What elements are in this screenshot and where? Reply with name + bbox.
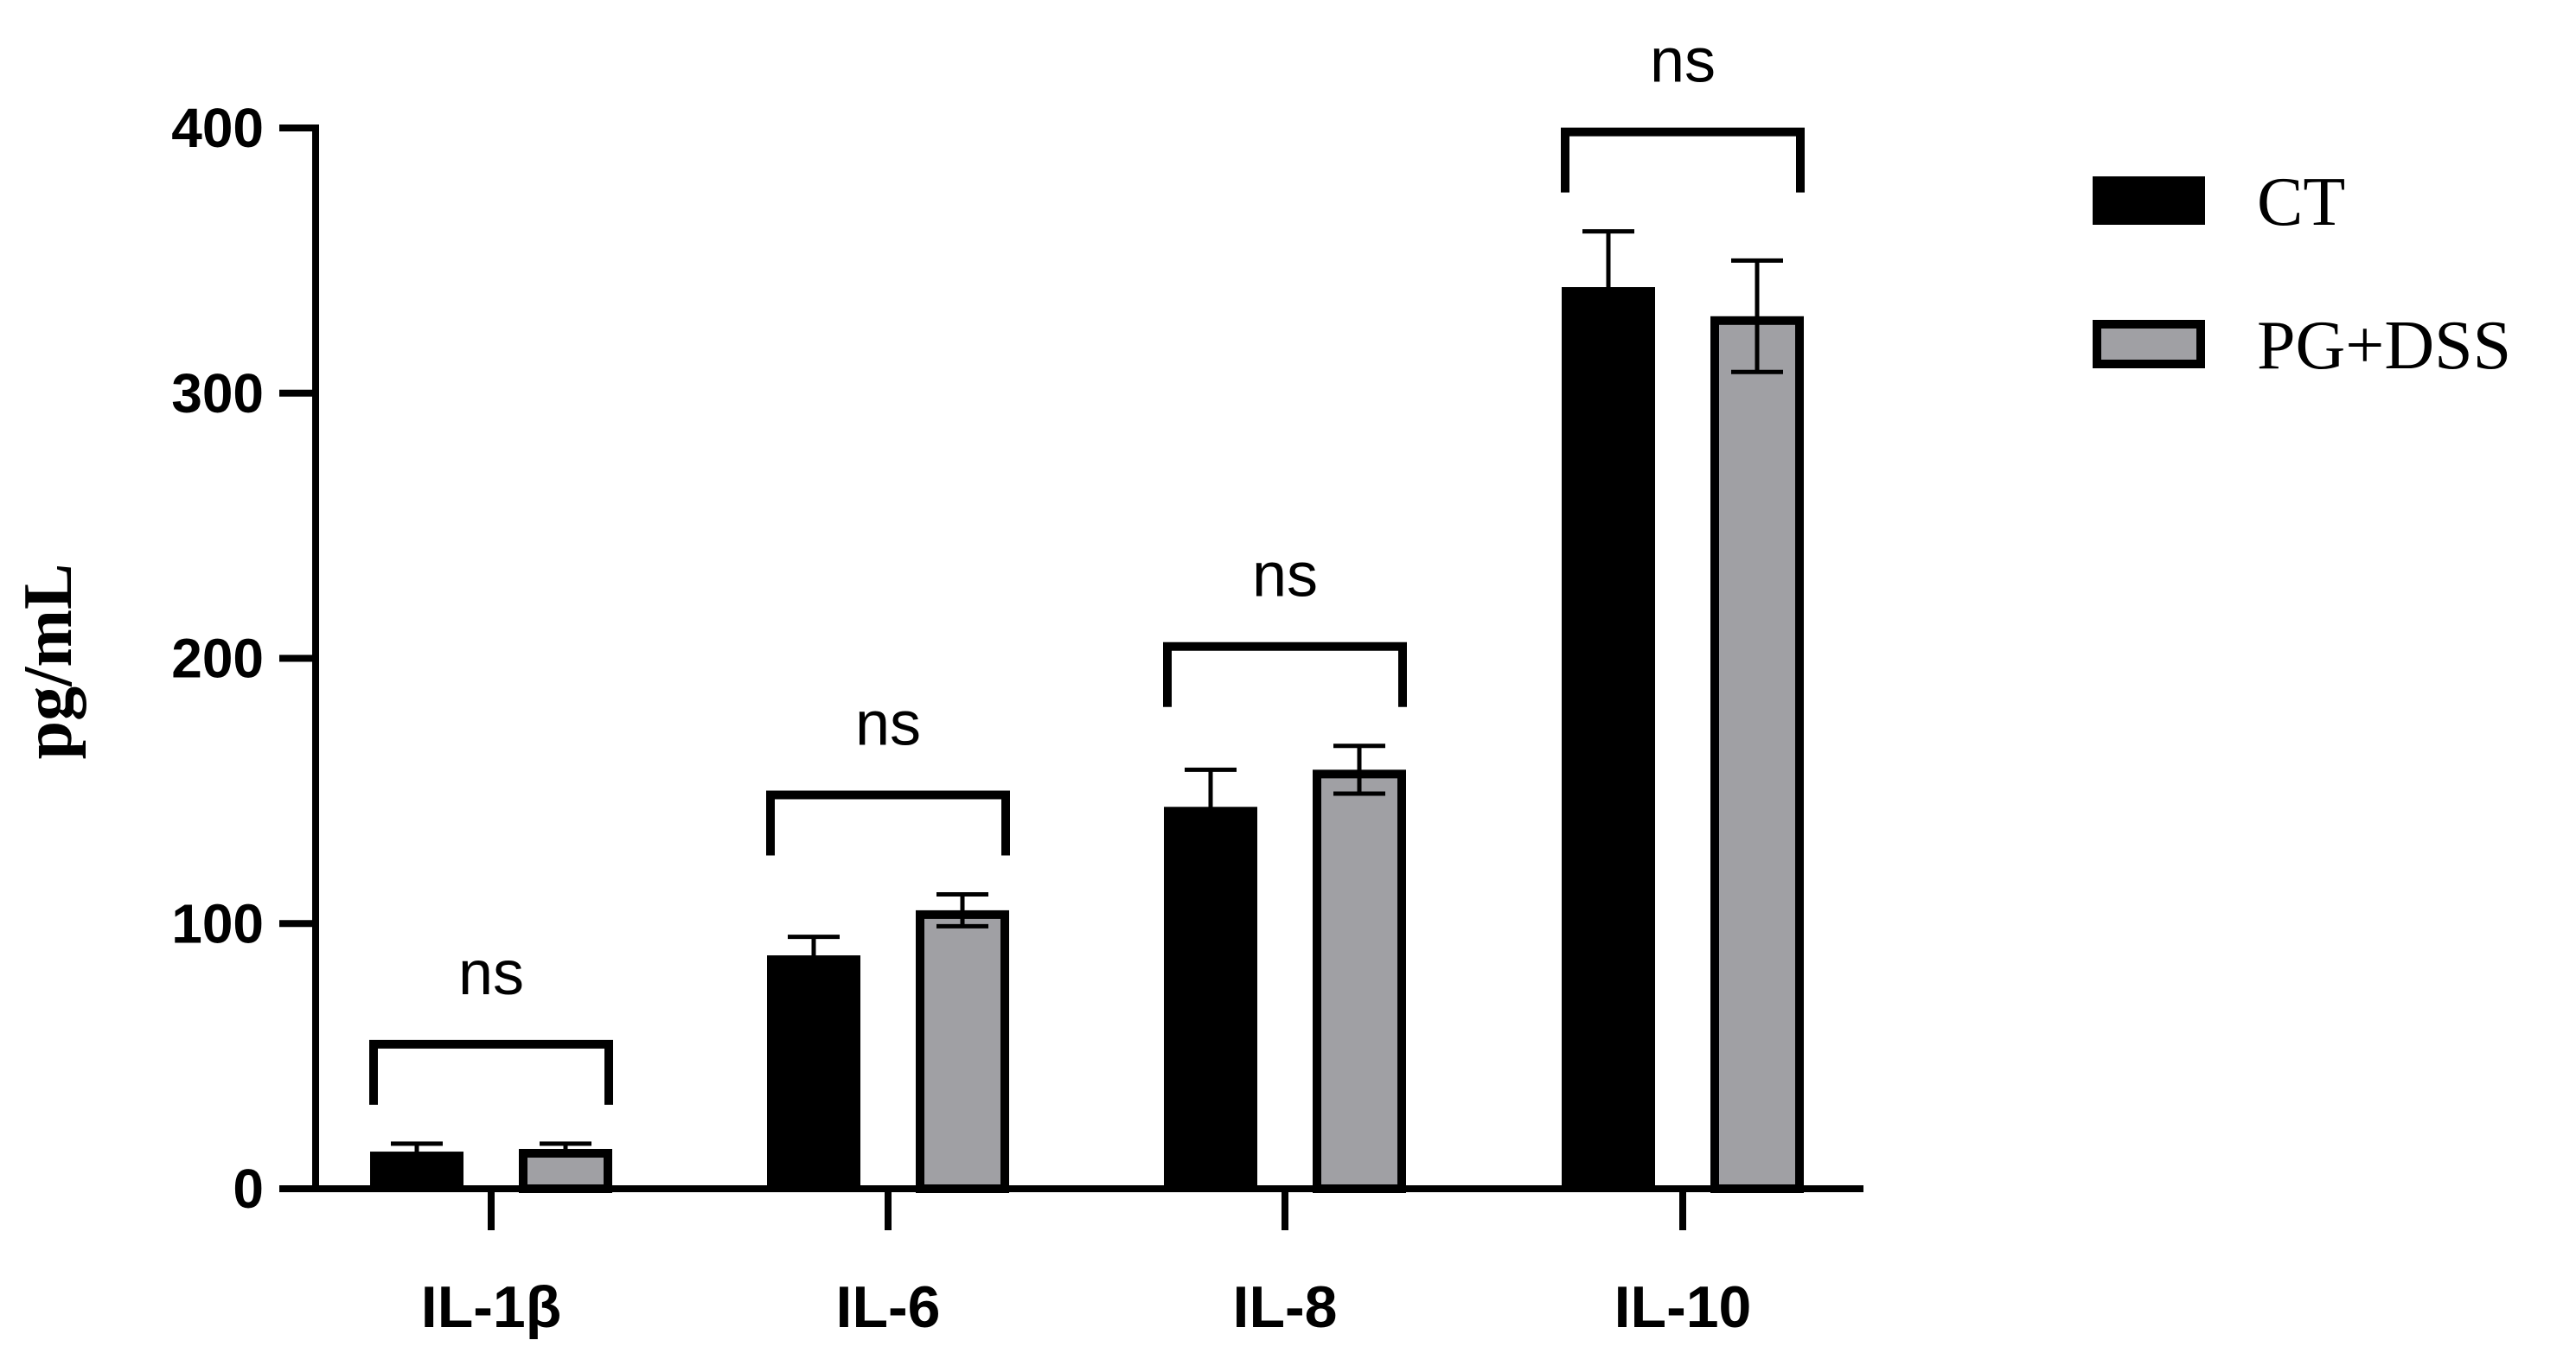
- legend: CT PG+DSS: [2093, 164, 2511, 384]
- significance-bracket: [1561, 127, 1805, 193]
- bar-pg-dss: [519, 1148, 612, 1194]
- significance-label: ns: [458, 939, 524, 1008]
- significance-label: ns: [1650, 27, 1716, 96]
- legend-swatch-ct: [2093, 176, 2205, 225]
- bar-pg-dss: [1313, 769, 1406, 1194]
- legend-label: PG+DSS: [2257, 308, 2511, 384]
- legend-label: CT: [2257, 164, 2345, 240]
- y-tick-label: 200: [171, 628, 264, 690]
- y-tick-label: 100: [171, 892, 264, 954]
- bar-ct: [767, 955, 860, 1189]
- significance-label: ns: [855, 690, 921, 759]
- y-tick-label: 400: [171, 97, 264, 159]
- y-tick-label: 0: [233, 1158, 264, 1220]
- y-axis-label: pg/mL: [10, 564, 86, 760]
- bar-ct: [1562, 287, 1655, 1189]
- bar-ct: [1164, 807, 1257, 1189]
- bars: [370, 287, 1804, 1194]
- bar-pg-dss: [1710, 316, 1804, 1194]
- x-tick-label: IL-1β: [421, 1274, 561, 1340]
- x-axis: IL-1β IL-6 IL-8 IL-10: [312, 1185, 1863, 1340]
- y-tick-label: 300: [171, 362, 264, 424]
- x-tick-label: IL-8: [1233, 1274, 1338, 1340]
- y-axis: 0 100 200 300 400: [171, 97, 319, 1220]
- x-tick-label: IL-6: [836, 1274, 941, 1340]
- error-bars: [391, 229, 1783, 1162]
- significance-bracket: [766, 790, 1010, 856]
- bar-pg-dss: [916, 909, 1009, 1193]
- significance-label: ns: [1252, 541, 1318, 610]
- x-tick-label: IL-10: [1614, 1274, 1752, 1340]
- significance-bracket: [1163, 641, 1407, 707]
- significance-bracket: [369, 1039, 613, 1105]
- significance-brackets: ns ns ns ns: [369, 27, 1805, 1105]
- legend-swatch-pg-dss: [2093, 320, 2205, 368]
